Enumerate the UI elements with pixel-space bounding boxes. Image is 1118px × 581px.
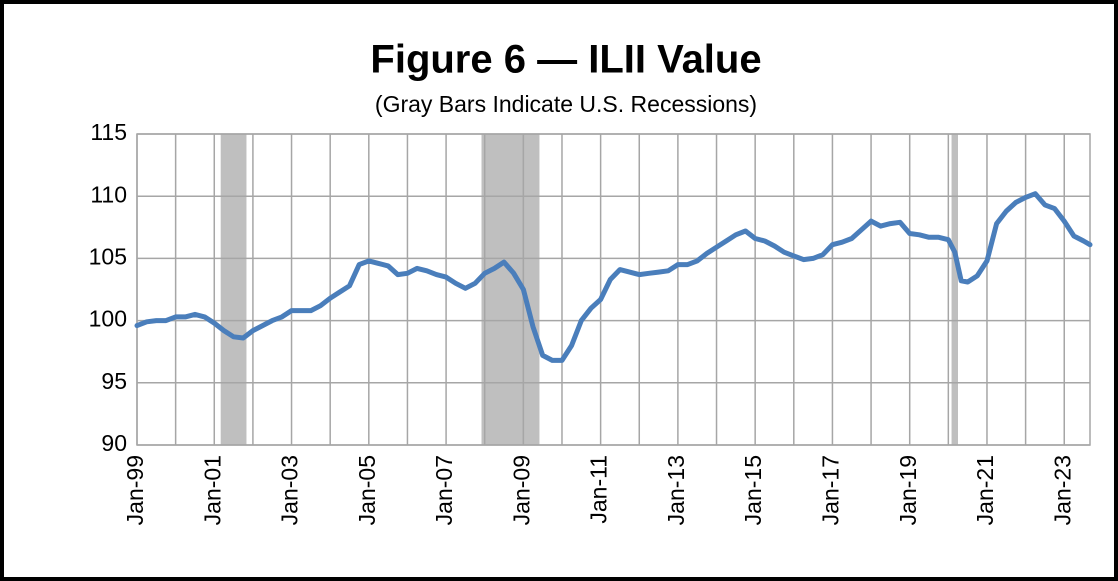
x-tick-label: Jan-09 [508,455,534,525]
x-tick-label: Jan-23 [1049,455,1075,525]
x-tick-label: Jan-07 [431,455,457,525]
x-tick-label: Jan-99 [122,455,148,525]
y-tick-label: 115 [90,119,127,145]
recession-bar [220,134,247,445]
x-tick-label: Jan-05 [354,455,380,525]
x-tick-label: Jan-17 [818,455,844,525]
y-tick-label: 95 [101,368,127,394]
recession-bar [481,134,540,445]
chart-title: Figure 6 — ILII Value [370,38,761,82]
y-tick-label: 105 [89,243,127,269]
data-line [134,191,1093,363]
y-tick-label: 110 [90,181,127,207]
x-tick-label: Jan-13 [663,455,689,525]
x-tick-label: Jan-01 [199,455,225,525]
x-tick-label: Jan-15 [740,455,766,525]
y-tick-label: 100 [89,306,127,332]
x-tick-label: Jan-03 [277,455,303,525]
plot-border [136,133,1091,446]
x-tick-label: Jan-11 [586,455,612,524]
recession-bar [951,134,958,445]
x-tick-label: Jan-21 [972,455,998,525]
x-tick-label: Jan-19 [895,455,921,525]
y-tick-label: 90 [101,430,127,456]
chart-subtitle: (Gray Bars Indicate U.S. Recessions) [375,91,757,117]
